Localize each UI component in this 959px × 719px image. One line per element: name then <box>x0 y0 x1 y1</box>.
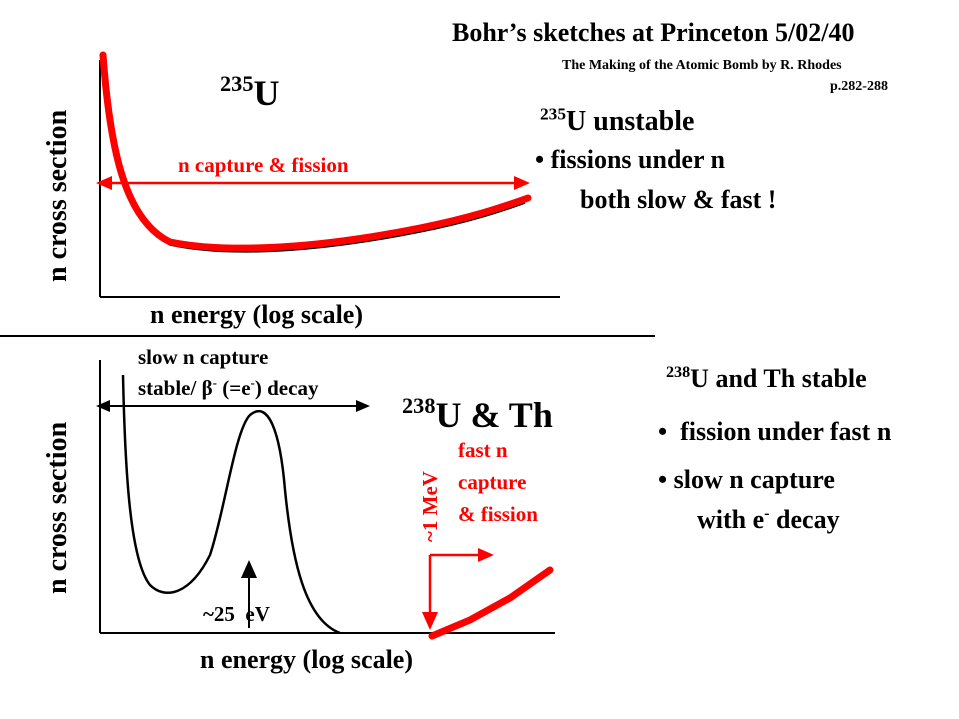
top-isotope-symbol: U <box>253 73 280 113</box>
resonance-label: ~25 eV <box>203 602 270 626</box>
bottom-y-axis-label: n cross section <box>42 421 73 594</box>
source-citation: The Making of the Atomic Bomb by R. Rhod… <box>562 58 842 73</box>
source-pages: p.282-288 <box>830 79 888 94</box>
bottom-isotope-label: 238U & Th <box>402 394 553 436</box>
bottom-note-mass: 238 <box>666 364 691 382</box>
bottom-note-line4: with e- decay <box>697 505 840 535</box>
electron-sup: - <box>764 505 770 523</box>
threshold-down-arrow <box>422 555 438 630</box>
bottom-isotope-mass: 238 <box>402 393 436 419</box>
resonance-arrow <box>241 560 257 628</box>
bottom-note-line3: • slow n capture <box>658 465 835 494</box>
electron-text-a: with e <box>697 505 765 534</box>
bottom-double-arrow <box>96 400 370 412</box>
top-note-text: U unstable <box>566 106 695 137</box>
fast-fission-curve <box>428 566 554 640</box>
bottom-cross-section-curve <box>121 374 341 635</box>
slide-title: Bohr’s sketches at Princeton 5/02/40 <box>452 18 855 47</box>
bottom-x-axis-label: n energy (log scale) <box>200 645 414 674</box>
top-y-axis-label: n cross section <box>42 109 73 282</box>
electron-minus-sup: - <box>250 374 255 390</box>
top-isotope-mass: 235 <box>220 71 254 97</box>
bottom-note-line2: • fission under fast n <box>658 417 892 446</box>
top-x-axis-label: n energy (log scale) <box>150 300 364 329</box>
beta-minus-sup: - <box>212 374 217 390</box>
decay-text-c: ) decay <box>254 376 319 400</box>
top-cross-section-curve <box>99 51 532 252</box>
bottom-note-line1: 238U and Th stable <box>666 364 867 394</box>
top-note-line3: both slow & fast ! <box>580 185 777 214</box>
bottom-isotope-symbol: U & Th <box>435 395 553 435</box>
slow-capture-label-2: stable/ β- (=e-) decay <box>138 376 318 401</box>
top-isotope-label: 235U <box>220 72 279 114</box>
electron-text-b: decay <box>769 505 840 534</box>
top-double-arrow <box>96 176 530 190</box>
top-note-line2: • fissions under n <box>535 145 725 174</box>
top-arrow-label: n capture & fission <box>178 153 349 177</box>
threshold-label: ~1 MeV <box>418 471 442 542</box>
fast-label-1: fast n <box>458 438 508 462</box>
decay-text-a: stable/ β <box>138 376 213 400</box>
bottom-note-text: U and Th stable <box>690 364 867 393</box>
threshold-right-arrow <box>430 548 494 562</box>
slow-capture-label-1: slow n capture <box>138 345 269 369</box>
fast-label-3: & fission <box>458 502 538 526</box>
top-note-line1: 235U unstable <box>540 104 695 138</box>
top-note-mass: 235 <box>540 104 567 124</box>
fast-label-2: capture <box>458 470 527 494</box>
decay-text-b: (=e <box>217 376 251 400</box>
